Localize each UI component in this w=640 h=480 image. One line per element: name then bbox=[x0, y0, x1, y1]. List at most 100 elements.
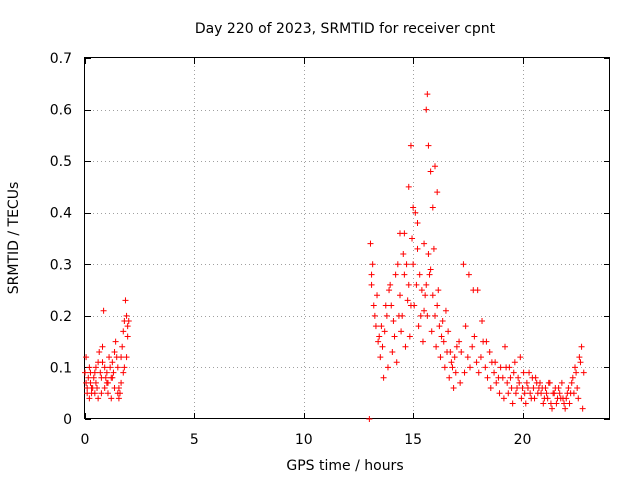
data-point bbox=[103, 369, 110, 376]
data-point bbox=[439, 318, 446, 325]
data-point bbox=[514, 385, 521, 392]
data-point bbox=[437, 354, 444, 361]
data-point bbox=[569, 374, 576, 381]
data-point bbox=[474, 287, 481, 294]
data-point bbox=[471, 333, 478, 340]
data-point bbox=[565, 385, 572, 392]
data-point bbox=[574, 385, 581, 392]
chart-title: Day 220 of 2023, SRMTID for receiver cpn… bbox=[195, 21, 496, 37]
data-point bbox=[400, 250, 407, 257]
data-point bbox=[580, 369, 587, 376]
data-point bbox=[508, 385, 515, 392]
data-point bbox=[372, 323, 379, 330]
data-point bbox=[573, 369, 580, 376]
data-point bbox=[465, 271, 472, 278]
data-point bbox=[87, 379, 94, 386]
data-point bbox=[383, 312, 390, 319]
data-point bbox=[426, 271, 433, 278]
data-point bbox=[547, 400, 554, 407]
data-point bbox=[366, 416, 373, 422]
data-point bbox=[421, 307, 428, 314]
axis-ticks bbox=[85, 58, 610, 420]
data-point bbox=[122, 297, 129, 304]
data-point bbox=[544, 395, 551, 402]
data-point bbox=[381, 328, 388, 335]
data-point bbox=[441, 364, 448, 371]
data-point bbox=[477, 354, 484, 361]
data-point bbox=[120, 328, 127, 335]
data-point bbox=[424, 91, 431, 98]
data-point bbox=[568, 379, 575, 386]
data-point bbox=[369, 261, 376, 268]
data-point bbox=[492, 359, 499, 366]
data-point bbox=[564, 390, 571, 397]
x-tick-label: 20 bbox=[514, 432, 532, 448]
y-tick-label: 0.6 bbox=[50, 103, 72, 119]
data-point bbox=[517, 354, 524, 361]
data-point bbox=[389, 348, 396, 355]
data-point bbox=[436, 323, 443, 330]
data-point bbox=[84, 390, 91, 397]
data-point bbox=[398, 328, 405, 335]
data-point bbox=[428, 328, 435, 335]
data-point bbox=[499, 374, 506, 381]
data-point bbox=[429, 292, 436, 299]
data-point bbox=[123, 312, 130, 319]
data-point bbox=[578, 343, 585, 350]
data-point bbox=[378, 323, 385, 330]
data-point bbox=[392, 271, 399, 278]
y-axis-label: SRMTID / TECUs bbox=[6, 182, 22, 295]
data-point bbox=[509, 400, 516, 407]
data-point bbox=[403, 261, 410, 268]
data-point bbox=[427, 168, 434, 175]
data-point bbox=[87, 369, 94, 376]
data-point bbox=[504, 379, 511, 386]
data-point bbox=[85, 374, 92, 381]
data-point bbox=[432, 312, 438, 319]
data-point bbox=[445, 328, 452, 335]
data-point bbox=[101, 385, 108, 392]
data-point bbox=[556, 390, 563, 397]
data-point bbox=[507, 374, 514, 381]
data-point bbox=[519, 385, 526, 392]
data-point bbox=[412, 209, 419, 216]
data-point bbox=[118, 379, 125, 386]
data-point bbox=[570, 390, 577, 397]
data-point bbox=[124, 333, 131, 340]
data-point bbox=[543, 390, 550, 397]
data-point bbox=[377, 354, 384, 361]
data-point bbox=[425, 142, 432, 149]
y-tick-labels: 0 0.1 0.2 0.3 0.4 0.5 0.6 0.7 bbox=[50, 51, 72, 428]
data-point bbox=[493, 379, 500, 386]
x-tick-label: 0 bbox=[81, 432, 90, 448]
data-point bbox=[109, 359, 116, 366]
x-axis-label: GPS time / hours bbox=[286, 458, 403, 474]
data-point bbox=[429, 204, 436, 211]
data-point bbox=[425, 250, 432, 257]
y-tick-label: 0.7 bbox=[50, 51, 72, 67]
data-point bbox=[92, 364, 99, 371]
data-point bbox=[387, 281, 394, 288]
plot-frame bbox=[84, 57, 610, 419]
data-point bbox=[119, 343, 126, 350]
data-point bbox=[423, 281, 430, 288]
data-point bbox=[374, 292, 381, 299]
data-point bbox=[440, 338, 447, 345]
data-point bbox=[491, 369, 498, 376]
data-point bbox=[95, 395, 102, 402]
data-point bbox=[101, 364, 108, 371]
data-point bbox=[502, 343, 508, 350]
data-point bbox=[451, 354, 458, 361]
data-point bbox=[456, 338, 463, 345]
data-point bbox=[384, 364, 391, 371]
data-point bbox=[510, 369, 517, 376]
data-point bbox=[370, 302, 377, 309]
data-point bbox=[121, 364, 128, 371]
data-point bbox=[577, 359, 584, 366]
data-point bbox=[432, 163, 438, 170]
data-point bbox=[401, 271, 408, 278]
data-point bbox=[434, 302, 441, 309]
x-tick-label: 15 bbox=[404, 432, 422, 448]
data-point bbox=[424, 312, 431, 319]
